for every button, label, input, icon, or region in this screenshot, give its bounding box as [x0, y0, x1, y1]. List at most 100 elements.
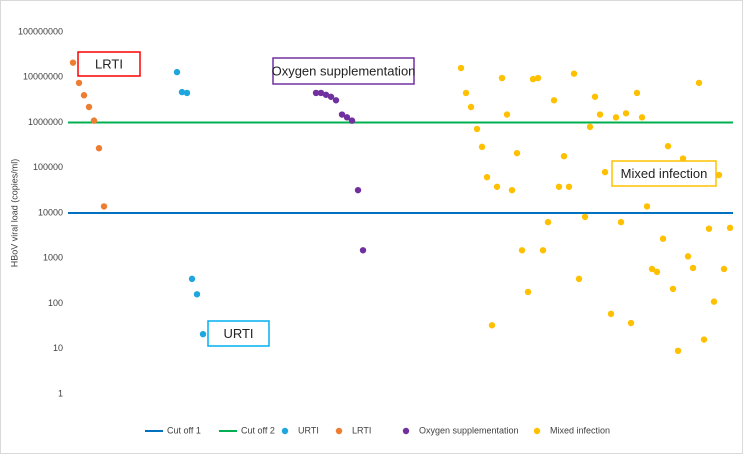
data-point [586, 123, 594, 131]
data-point [327, 93, 335, 100]
data-point [539, 247, 547, 254]
legend-label: URTI [298, 425, 319, 435]
data-point [664, 142, 672, 150]
data-point [488, 322, 496, 329]
y-tick-label: 100000000 [18, 26, 63, 36]
annotation-box [207, 320, 270, 347]
legend-label: Mixed infection [550, 425, 610, 435]
data-point [684, 253, 692, 260]
data-point [555, 183, 563, 190]
y-axis-label: HBoV viral load (copies/ml) [9, 159, 19, 268]
data-point [591, 93, 599, 100]
data-point [478, 143, 486, 151]
data-point [188, 275, 196, 283]
annotation-box [611, 160, 717, 187]
data-point [503, 111, 511, 118]
data-point [720, 265, 728, 273]
data-point [689, 264, 697, 272]
data-point [612, 114, 620, 121]
y-tick-label: 10000000 [23, 72, 63, 82]
data-point [653, 268, 661, 276]
y-tick-label: 1 [58, 388, 63, 398]
data-point [178, 88, 186, 96]
data-point [570, 70, 578, 77]
data-point [483, 173, 491, 181]
data-point [601, 168, 609, 176]
data-point [508, 186, 516, 194]
data-point [462, 89, 470, 97]
data-point [183, 89, 191, 97]
data-point [317, 89, 325, 97]
data-point [332, 97, 340, 104]
data-point [338, 111, 346, 118]
data-point [627, 319, 635, 327]
data-point [90, 117, 98, 124]
data-point [457, 64, 465, 72]
data-point [643, 203, 651, 210]
y-tick-label: 10 [53, 343, 63, 353]
data-point [473, 125, 481, 133]
data-point [80, 92, 88, 99]
data-point [710, 298, 718, 305]
y-tick-label: 10000 [38, 207, 63, 217]
legend-swatch [335, 427, 343, 435]
data-point [513, 149, 521, 157]
data-point [560, 152, 568, 160]
data-point [596, 111, 604, 118]
data-point [565, 183, 573, 190]
data-point [193, 291, 201, 298]
data-point [659, 235, 667, 242]
data-point [638, 114, 646, 121]
data-point [95, 145, 103, 152]
data-point [529, 75, 537, 83]
annotation-text: LRTI [95, 56, 123, 71]
data-point [524, 288, 532, 296]
data-point [705, 225, 713, 232]
data-point [695, 79, 703, 87]
data-point [348, 117, 356, 124]
data-point [343, 114, 351, 121]
data-point [581, 213, 589, 221]
annotation-box [272, 57, 415, 85]
data-point [100, 203, 108, 210]
y-tick-label: 100000 [33, 162, 63, 172]
legend-swatch [402, 427, 410, 435]
data-point [199, 330, 207, 338]
y-tick-label: 100 [48, 298, 63, 308]
annotation-box [77, 51, 141, 77]
data-point [674, 347, 682, 355]
data-point [85, 103, 93, 111]
data-point [534, 74, 542, 82]
annotation-text: URTI [223, 326, 253, 341]
legend-label: LRTI [352, 425, 371, 435]
data-point [607, 310, 615, 318]
data-point [715, 171, 723, 179]
legend-swatch [533, 427, 541, 435]
data-point [544, 218, 552, 226]
annotation-text: Oxygen supplementation [272, 63, 416, 78]
data-point [75, 79, 83, 87]
y-tick-label: 1000000 [28, 117, 63, 127]
legend-label: Cut off 2 [241, 425, 275, 435]
y-tick-label: 1000 [43, 253, 63, 263]
data-point [633, 89, 641, 97]
data-point [498, 74, 506, 82]
data-point [359, 247, 367, 254]
data-point [322, 91, 330, 98]
data-point [726, 224, 734, 232]
legend-label: Cut off 1 [167, 425, 201, 435]
data-point [700, 336, 708, 343]
data-point [617, 218, 625, 226]
data-point [679, 155, 687, 162]
annotation-text: Mixed infection [621, 166, 708, 181]
legend-label: Oxygen supplementation [419, 425, 519, 435]
data-point [550, 97, 558, 104]
data-point [69, 59, 77, 66]
data-point [518, 247, 526, 254]
data-point [575, 275, 583, 283]
data-point [622, 110, 630, 117]
data-point [669, 285, 677, 293]
data-point [648, 265, 656, 273]
data-point [173, 68, 181, 76]
legend-swatch [281, 427, 289, 435]
